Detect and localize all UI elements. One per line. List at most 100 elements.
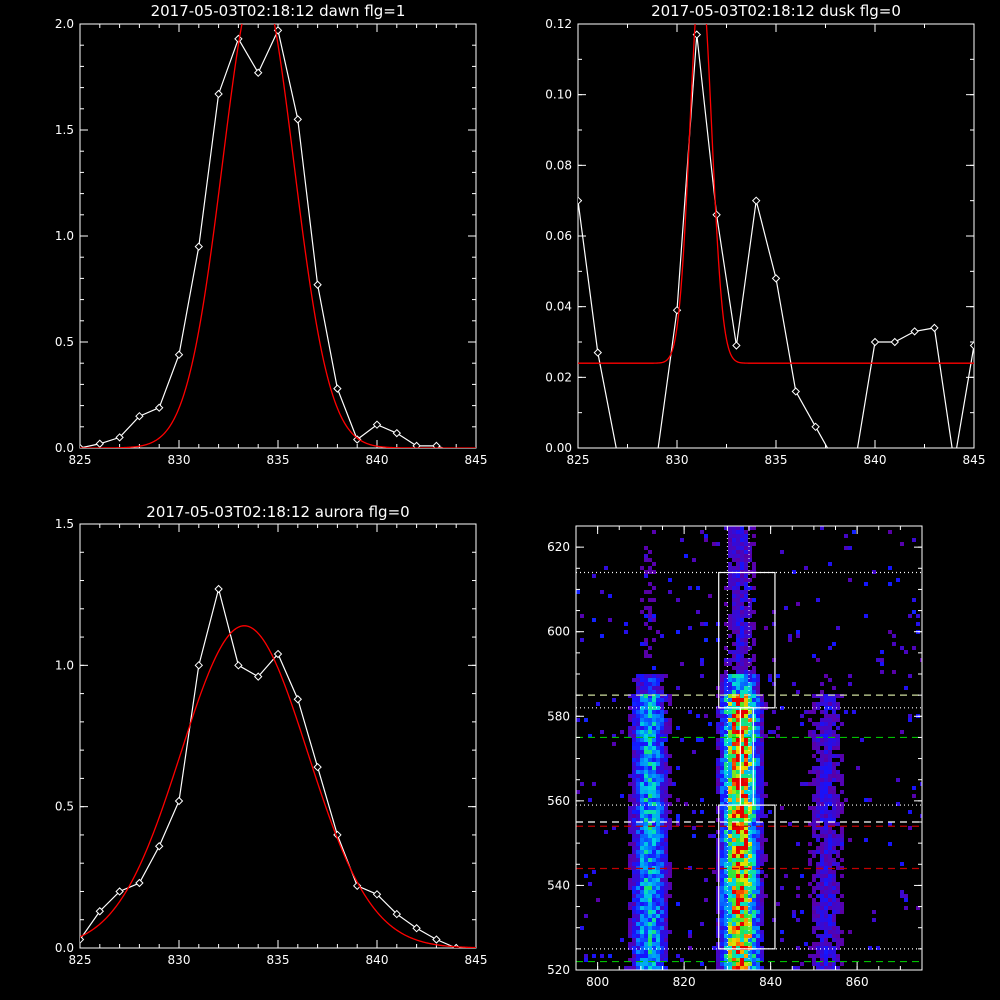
heatmap-cell (664, 730, 668, 734)
heatmap-cell (716, 758, 720, 762)
heatmap-cell (732, 534, 736, 538)
heatmap-cell (748, 934, 752, 938)
heatmap-cell (636, 854, 640, 858)
heatmap-cell (820, 950, 824, 954)
heatmap-cell (636, 750, 640, 754)
data-point (578, 196, 583, 205)
heatmap-cell (832, 890, 836, 894)
heatmap-cell (836, 898, 840, 902)
heatmap-cell (632, 906, 636, 910)
heatmap-cell (644, 546, 648, 550)
heatmap-cell (756, 750, 760, 754)
heatmap-cell (812, 906, 816, 910)
heatmap-cell (820, 718, 824, 722)
heatmap-cell (720, 962, 724, 966)
heatmap-cell (780, 806, 784, 810)
heatmap-cell (720, 946, 724, 950)
heatmap-cell (828, 722, 832, 726)
heatmap-cell (820, 682, 824, 686)
heatmap-cell (636, 754, 640, 758)
heatmap-cell (652, 726, 656, 730)
heatmap-cell (640, 694, 644, 698)
heatmap-cell (748, 858, 752, 862)
heatmap-cell (704, 622, 708, 626)
heatmap-cell (644, 690, 648, 694)
heatmap-cell (812, 918, 816, 922)
fit-curve (80, 625, 476, 948)
heatmap-cell (648, 926, 652, 930)
heatmap-cell (732, 574, 736, 578)
heatmap-cell (700, 738, 704, 742)
heatmap-cell (736, 922, 740, 926)
heatmap-cell (652, 846, 656, 850)
heatmap-cell (724, 790, 728, 794)
heatmap-cell (728, 526, 732, 530)
heatmap-cell (828, 922, 832, 926)
heatmap-cell (832, 770, 836, 774)
heatmap-cell (832, 818, 836, 822)
heatmap-cell (740, 542, 744, 546)
heatmap-cell (640, 926, 644, 930)
heatmap-cell (660, 934, 664, 938)
heatmap-cell (660, 822, 664, 826)
heatmap-cell (828, 810, 832, 814)
x-tick-label: 840 (366, 953, 389, 967)
heatmap-cell (800, 782, 804, 786)
fit-curve (578, 24, 974, 364)
heatmap-cell (732, 842, 736, 846)
heatmap-cell (768, 678, 772, 682)
heatmap-cell (660, 738, 664, 742)
heatmap-cell (716, 742, 720, 746)
heatmap-cell (756, 702, 760, 706)
heatmap-cell (652, 802, 656, 806)
x-tick-label: 860 (846, 975, 869, 989)
heatmap-cell (592, 574, 596, 578)
heatmap-cell (736, 962, 740, 966)
heatmap-cell (656, 890, 660, 894)
heatmap-cell (716, 710, 720, 714)
heatmap-cell (652, 614, 656, 618)
heatmap-cell (732, 966, 736, 970)
x-tick-label: 840 (864, 453, 887, 467)
heatmap-cell (576, 590, 580, 594)
heatmap-cell (748, 670, 752, 674)
heatmap-cell (736, 742, 740, 746)
heatmap-cell (864, 582, 868, 586)
heatmap-cell (644, 798, 648, 802)
heatmap-cell (812, 830, 816, 834)
heatmap-cell (584, 874, 588, 878)
heatmap-cell (752, 774, 756, 778)
heatmap-cell (628, 878, 632, 882)
heatmap-cell (724, 674, 728, 678)
heatmap-cell (640, 566, 644, 570)
heatmap-cell (724, 526, 728, 530)
heatmap-cell (712, 946, 716, 950)
heatmap-cell (724, 770, 728, 774)
heatmap-cell (732, 790, 736, 794)
heatmap-cell (644, 742, 648, 746)
heatmap-cell (792, 570, 796, 574)
heatmap-cell (636, 930, 640, 934)
heatmap-cell (804, 566, 808, 570)
heatmap-cell (828, 850, 832, 854)
heatmap-cell (756, 798, 760, 802)
heatmap-cell (732, 746, 736, 750)
heatmap-cell (648, 726, 652, 730)
heatmap-cell (664, 766, 668, 770)
data-point (412, 441, 421, 448)
heatmap-cell (644, 938, 648, 942)
heatmap-cell (652, 922, 656, 926)
heatmap-cell (760, 786, 764, 790)
heatmap-cell (836, 822, 840, 826)
heatmap-cell (820, 694, 824, 698)
data-point (135, 878, 144, 888)
heatmap-cell (760, 770, 764, 774)
heatmap-cell (772, 658, 776, 662)
heatmap-cell (816, 758, 820, 762)
heatmap-cell (640, 706, 644, 710)
heatmap-cell (748, 958, 752, 962)
heatmap-cell (732, 602, 736, 606)
heatmap-cell (824, 878, 828, 882)
heatmap-cell (736, 854, 740, 858)
heatmap-cell (636, 730, 640, 734)
